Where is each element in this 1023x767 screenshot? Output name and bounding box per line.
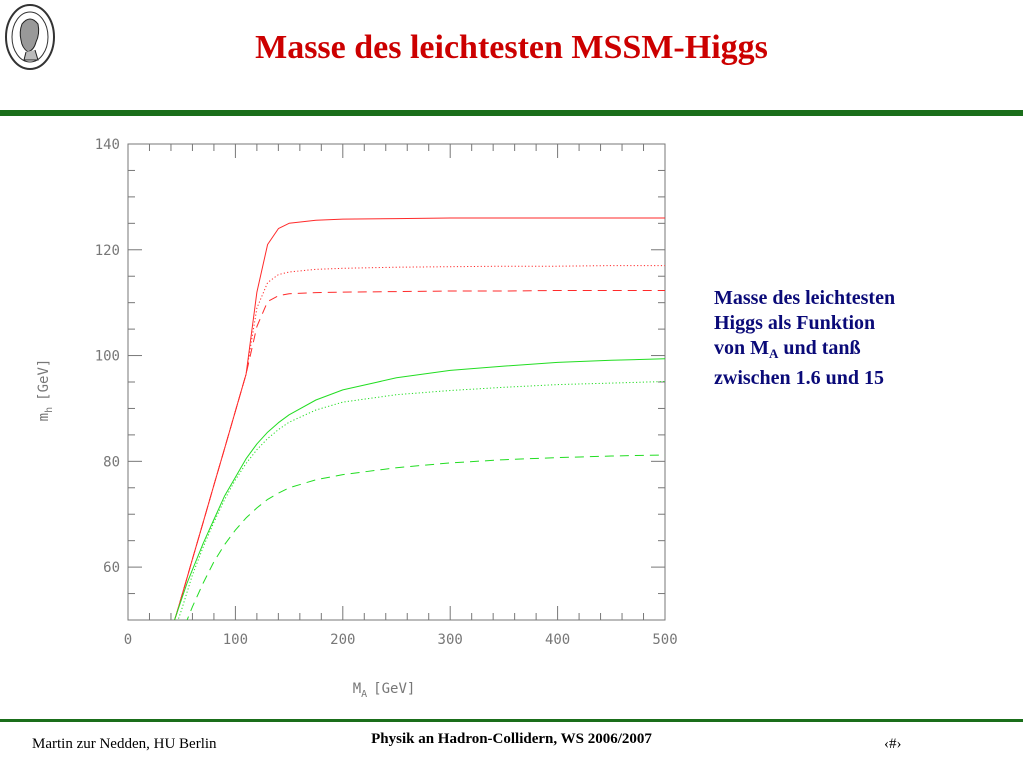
y-tick-label: 120 (95, 243, 120, 259)
side-note-line-2: Higgs als Funktion (714, 312, 876, 334)
title-divider (0, 110, 1023, 116)
series-green-dashed-line (186, 454, 665, 620)
footer-divider (0, 719, 1023, 722)
y-axis-label-main: m (36, 413, 52, 421)
x-axis-label-unit: [GeV] (373, 681, 415, 697)
side-note-line-4: zwischen 1.6 und 15 (714, 367, 885, 389)
page-title: Masse des leichtesten MSSM-Higgs (255, 29, 768, 66)
footer-author: Martin zur Nedden, HU Berlin (32, 736, 217, 752)
x-axis-label-main: M (353, 681, 361, 697)
side-note: Masse des leichtesten Higgs als Funktion… (714, 286, 1004, 391)
x-tick-label: 300 (438, 632, 463, 648)
y-axis-label: mh [GeV] (36, 359, 55, 422)
side-note-line-3-sub: A (769, 346, 779, 361)
side-note-line-1: Masse des leichtesten (714, 287, 896, 309)
university-seal-icon (5, 4, 55, 70)
side-note-line-3-pre: von M (714, 337, 769, 359)
plot-frame (127, 143, 666, 621)
chart: 0 100 200 300 400 500 60 80 100 120 140 MA [GeV] mh… (36, 137, 678, 700)
x-tick-label: 400 (545, 632, 570, 648)
chart-axes (127, 143, 666, 621)
series-red-dotted-line (174, 265, 665, 620)
series-green-dotted-line (177, 381, 665, 620)
y-tick-label: 140 (95, 137, 120, 153)
series-red-dashed-line (174, 290, 665, 620)
side-note-line-3-post: und tanß (778, 337, 861, 359)
x-tick-label: 500 (652, 632, 677, 648)
y-tick-label: 60 (103, 560, 120, 576)
chart-series (174, 217, 665, 620)
series-green-solid-line (174, 358, 665, 620)
footer-page-number: ‹#› (884, 736, 902, 752)
y-tick-label: 80 (103, 454, 120, 470)
y-axis-label-sub: h (44, 407, 55, 413)
y-axis-label-unit: [GeV] (36, 359, 52, 401)
x-tick-label: 0 (124, 632, 132, 648)
footer-course: Physik an Hadron-Collidern, WS 2006/2007 (371, 731, 652, 747)
side-note-line-3: von MA und tanß (714, 336, 1004, 366)
x-tick-label: 200 (330, 632, 355, 648)
chart-ticks (127, 143, 666, 621)
x-axis-label-sub: A (361, 689, 367, 700)
x-tick-label: 100 (223, 632, 248, 648)
y-tick-label: 100 (95, 349, 120, 365)
series-red-solid-line (174, 217, 665, 620)
x-axis-label: MA [GeV] (353, 681, 416, 700)
chart-tick-labels: 0 100 200 300 400 500 60 80 100 120 140 (95, 137, 678, 648)
